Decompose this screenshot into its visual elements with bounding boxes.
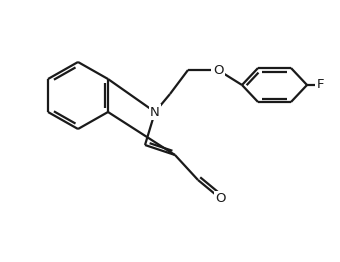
Text: F: F — [316, 79, 324, 91]
Text: N: N — [150, 106, 160, 118]
Text: O: O — [213, 63, 223, 77]
Text: O: O — [216, 193, 226, 205]
